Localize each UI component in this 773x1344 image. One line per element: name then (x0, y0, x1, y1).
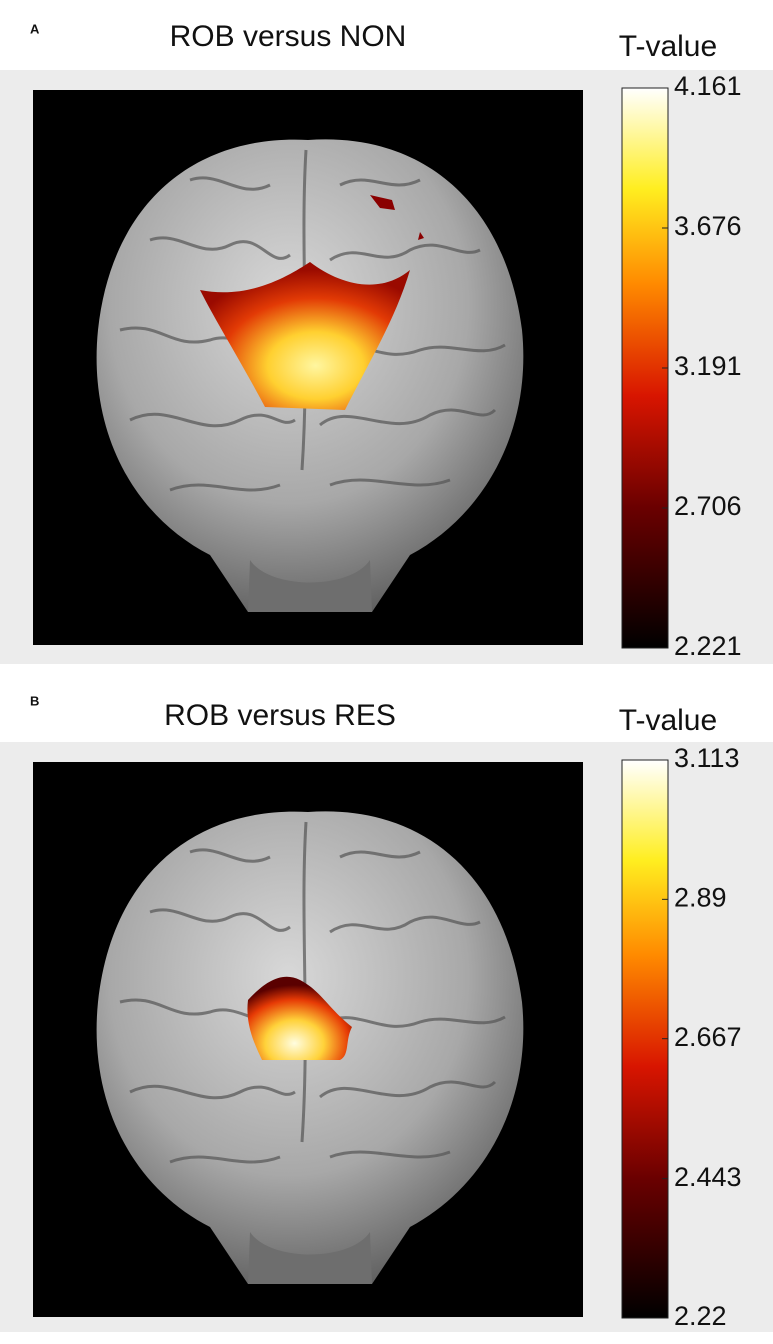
colorbar (621, 87, 669, 649)
colorbar-tick-label: 2.667 (674, 1022, 742, 1052)
colorbar-tick-label: 4.161 (674, 71, 742, 101)
panel-title: ROB versus RES (164, 699, 396, 732)
colorbar-tick-label: 2.706 (674, 491, 742, 521)
panel-label: A (30, 21, 40, 36)
colorbar (621, 759, 669, 1319)
colorbar-tick-label: 3.113 (674, 743, 740, 773)
activation (247, 976, 352, 1060)
colorbar-title: T-value (619, 30, 717, 63)
colorbar-tick-label: 2.22 (674, 1301, 727, 1331)
colorbar-tick-label: 2.221 (674, 631, 742, 661)
colorbar-tick-label: 3.676 (674, 211, 742, 241)
activation (200, 262, 410, 410)
panel-label: B (30, 693, 39, 708)
colorbar-tick-label: 2.89 (674, 882, 727, 912)
colorbar-tick-label: 3.191 (674, 351, 742, 381)
colorbar-title: T-value (619, 704, 717, 737)
panel-title: ROB versus NON (170, 20, 407, 53)
activation (370, 195, 424, 240)
colorbar-tick-label: 2.443 (674, 1162, 742, 1192)
